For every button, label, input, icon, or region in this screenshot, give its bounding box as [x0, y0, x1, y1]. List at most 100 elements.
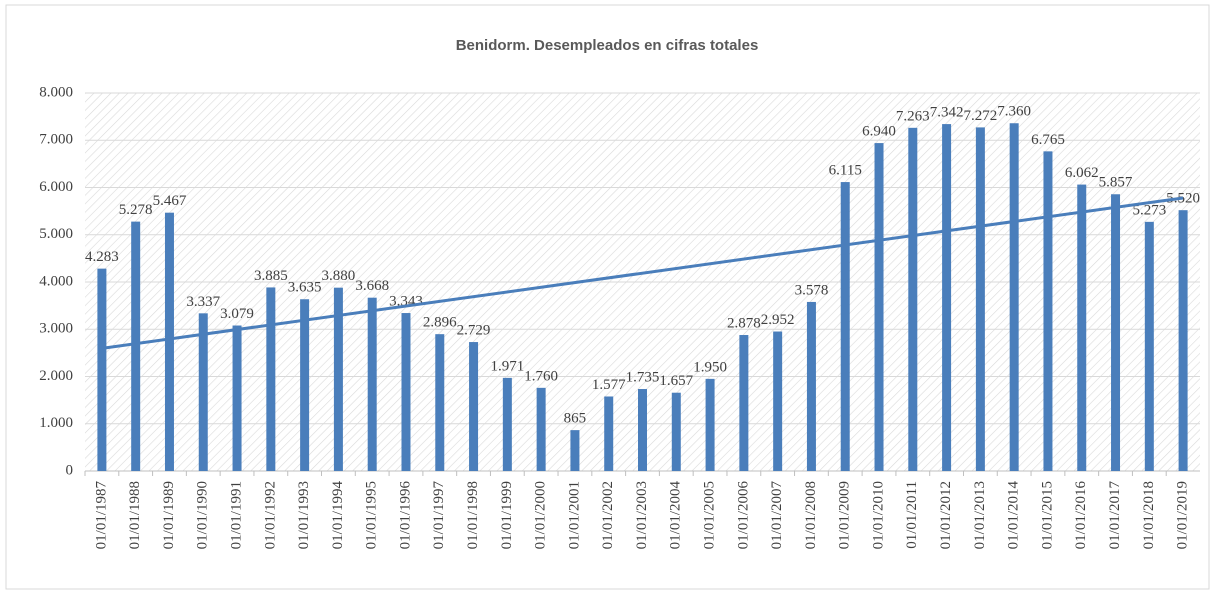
- value-label: 3.337: [186, 294, 220, 310]
- x-tick-label: 01/01/1988: [127, 481, 143, 549]
- x-tick-label: 01/01/1999: [499, 481, 515, 549]
- bar: [942, 124, 952, 471]
- bar: [1077, 184, 1087, 471]
- bar: [266, 287, 276, 471]
- x-tick-label: 01/01/2011: [904, 481, 920, 549]
- bar: [1009, 123, 1019, 472]
- value-label: 2.896: [423, 315, 457, 331]
- bar: [536, 387, 546, 471]
- bar: [300, 299, 310, 471]
- x-tick-label: 01/01/2009: [837, 481, 853, 549]
- bar: [806, 301, 816, 471]
- bar: [401, 313, 411, 471]
- value-label: 1.950: [693, 359, 727, 375]
- x-tick-label: 01/01/1996: [397, 481, 413, 550]
- x-tick-label: 01/01/2019: [1175, 481, 1191, 549]
- value-label: 4.283: [85, 249, 119, 265]
- bar: [232, 325, 242, 471]
- trendline: [101, 196, 1184, 350]
- bar: [333, 287, 343, 471]
- bar: [1178, 210, 1188, 471]
- x-tick-label: 01/01/1992: [262, 481, 278, 549]
- value-label: 5.467: [153, 193, 187, 209]
- bar: [1144, 221, 1154, 471]
- x-tick-label: 01/01/2018: [1141, 481, 1157, 549]
- value-label: 6.940: [862, 124, 896, 140]
- bar: [570, 430, 580, 471]
- x-tick-label: 01/01/2016: [1073, 481, 1089, 550]
- y-tick-label: 3.000: [39, 321, 73, 337]
- value-label: 5.273: [1132, 202, 1166, 218]
- value-label: 1.760: [524, 368, 558, 384]
- bar: [1043, 151, 1053, 471]
- bar: [874, 143, 884, 471]
- value-label: 865: [564, 411, 587, 427]
- bar: [435, 334, 445, 471]
- x-tick-label: 01/01/1990: [195, 481, 211, 549]
- bar: [131, 221, 141, 471]
- bar: [739, 335, 749, 471]
- y-tick-label: 2.000: [39, 368, 73, 384]
- y-tick-label: 8.000: [39, 84, 73, 100]
- value-label: 3.880: [322, 268, 356, 284]
- value-label: 1.657: [659, 373, 693, 389]
- x-tick-label: 01/01/2014: [1006, 481, 1022, 550]
- x-tick-label: 01/01/1993: [296, 481, 312, 549]
- value-label: 1.577: [592, 377, 626, 393]
- value-label: 3.635: [288, 280, 322, 296]
- bar: [773, 331, 783, 471]
- value-label: 2.729: [457, 322, 491, 338]
- y-tick-label: 4.000: [39, 273, 73, 289]
- value-label: 3.668: [355, 278, 389, 294]
- bar: [97, 268, 107, 471]
- value-label: 6.062: [1065, 165, 1099, 181]
- y-tick-label: 7.000: [39, 132, 73, 148]
- x-tick-label: 01/01/1997: [431, 481, 447, 550]
- value-label: 3.578: [795, 282, 829, 298]
- x-tick-label: 01/01/1989: [161, 481, 177, 549]
- x-tick-label: 01/01/2012: [938, 481, 954, 549]
- y-tick-label: 1.000: [39, 415, 73, 431]
- value-label: 6.765: [1031, 132, 1065, 148]
- x-tick-label: 01/01/2008: [803, 481, 819, 549]
- x-tick-label: 01/01/1991: [228, 481, 244, 549]
- value-label: 7.360: [997, 104, 1031, 120]
- bar: [840, 182, 850, 471]
- bar: [164, 212, 174, 471]
- bar: [367, 297, 377, 471]
- value-label: 7.263: [896, 108, 930, 124]
- x-tick-label: 01/01/2003: [634, 481, 650, 549]
- bar: [469, 342, 479, 471]
- value-label: 3.079: [220, 306, 254, 322]
- x-tick-label: 01/01/1995: [364, 481, 380, 549]
- value-label: 5.278: [119, 202, 153, 218]
- chart-title: Benidorm. Desempleados en cifras totales: [456, 37, 759, 54]
- value-label: 1.971: [490, 358, 524, 374]
- y-tick-label: 5.000: [39, 226, 73, 242]
- bar: [705, 378, 715, 471]
- value-label: 2.952: [761, 312, 795, 328]
- y-tick-label: 6.000: [39, 179, 73, 195]
- value-label: 3.885: [254, 268, 288, 284]
- bar: [671, 392, 681, 471]
- bar: [1111, 194, 1121, 471]
- x-tick-label: 01/01/1998: [465, 481, 481, 549]
- bar: [638, 389, 647, 471]
- bar: [502, 377, 512, 471]
- bar: [908, 127, 918, 472]
- x-tick-label: 01/01/1994: [330, 481, 346, 550]
- value-label: 6.115: [829, 163, 862, 179]
- x-tick-label: 01/01/2007: [769, 481, 785, 550]
- value-label: 5.857: [1099, 175, 1133, 191]
- bar: [604, 396, 614, 471]
- x-tick-label: 01/01/2006: [735, 481, 751, 550]
- x-tick-label: 01/01/1987: [93, 481, 109, 550]
- bar: [198, 313, 208, 471]
- x-tick-label: 01/01/2002: [600, 481, 616, 549]
- value-label: 2.878: [727, 315, 761, 331]
- value-label: 1.735: [626, 369, 660, 385]
- bar: [975, 127, 985, 471]
- value-label: 7.272: [964, 108, 998, 124]
- x-tick-label: 01/01/2010: [870, 481, 886, 549]
- x-tick-label: 01/01/2004: [668, 481, 684, 550]
